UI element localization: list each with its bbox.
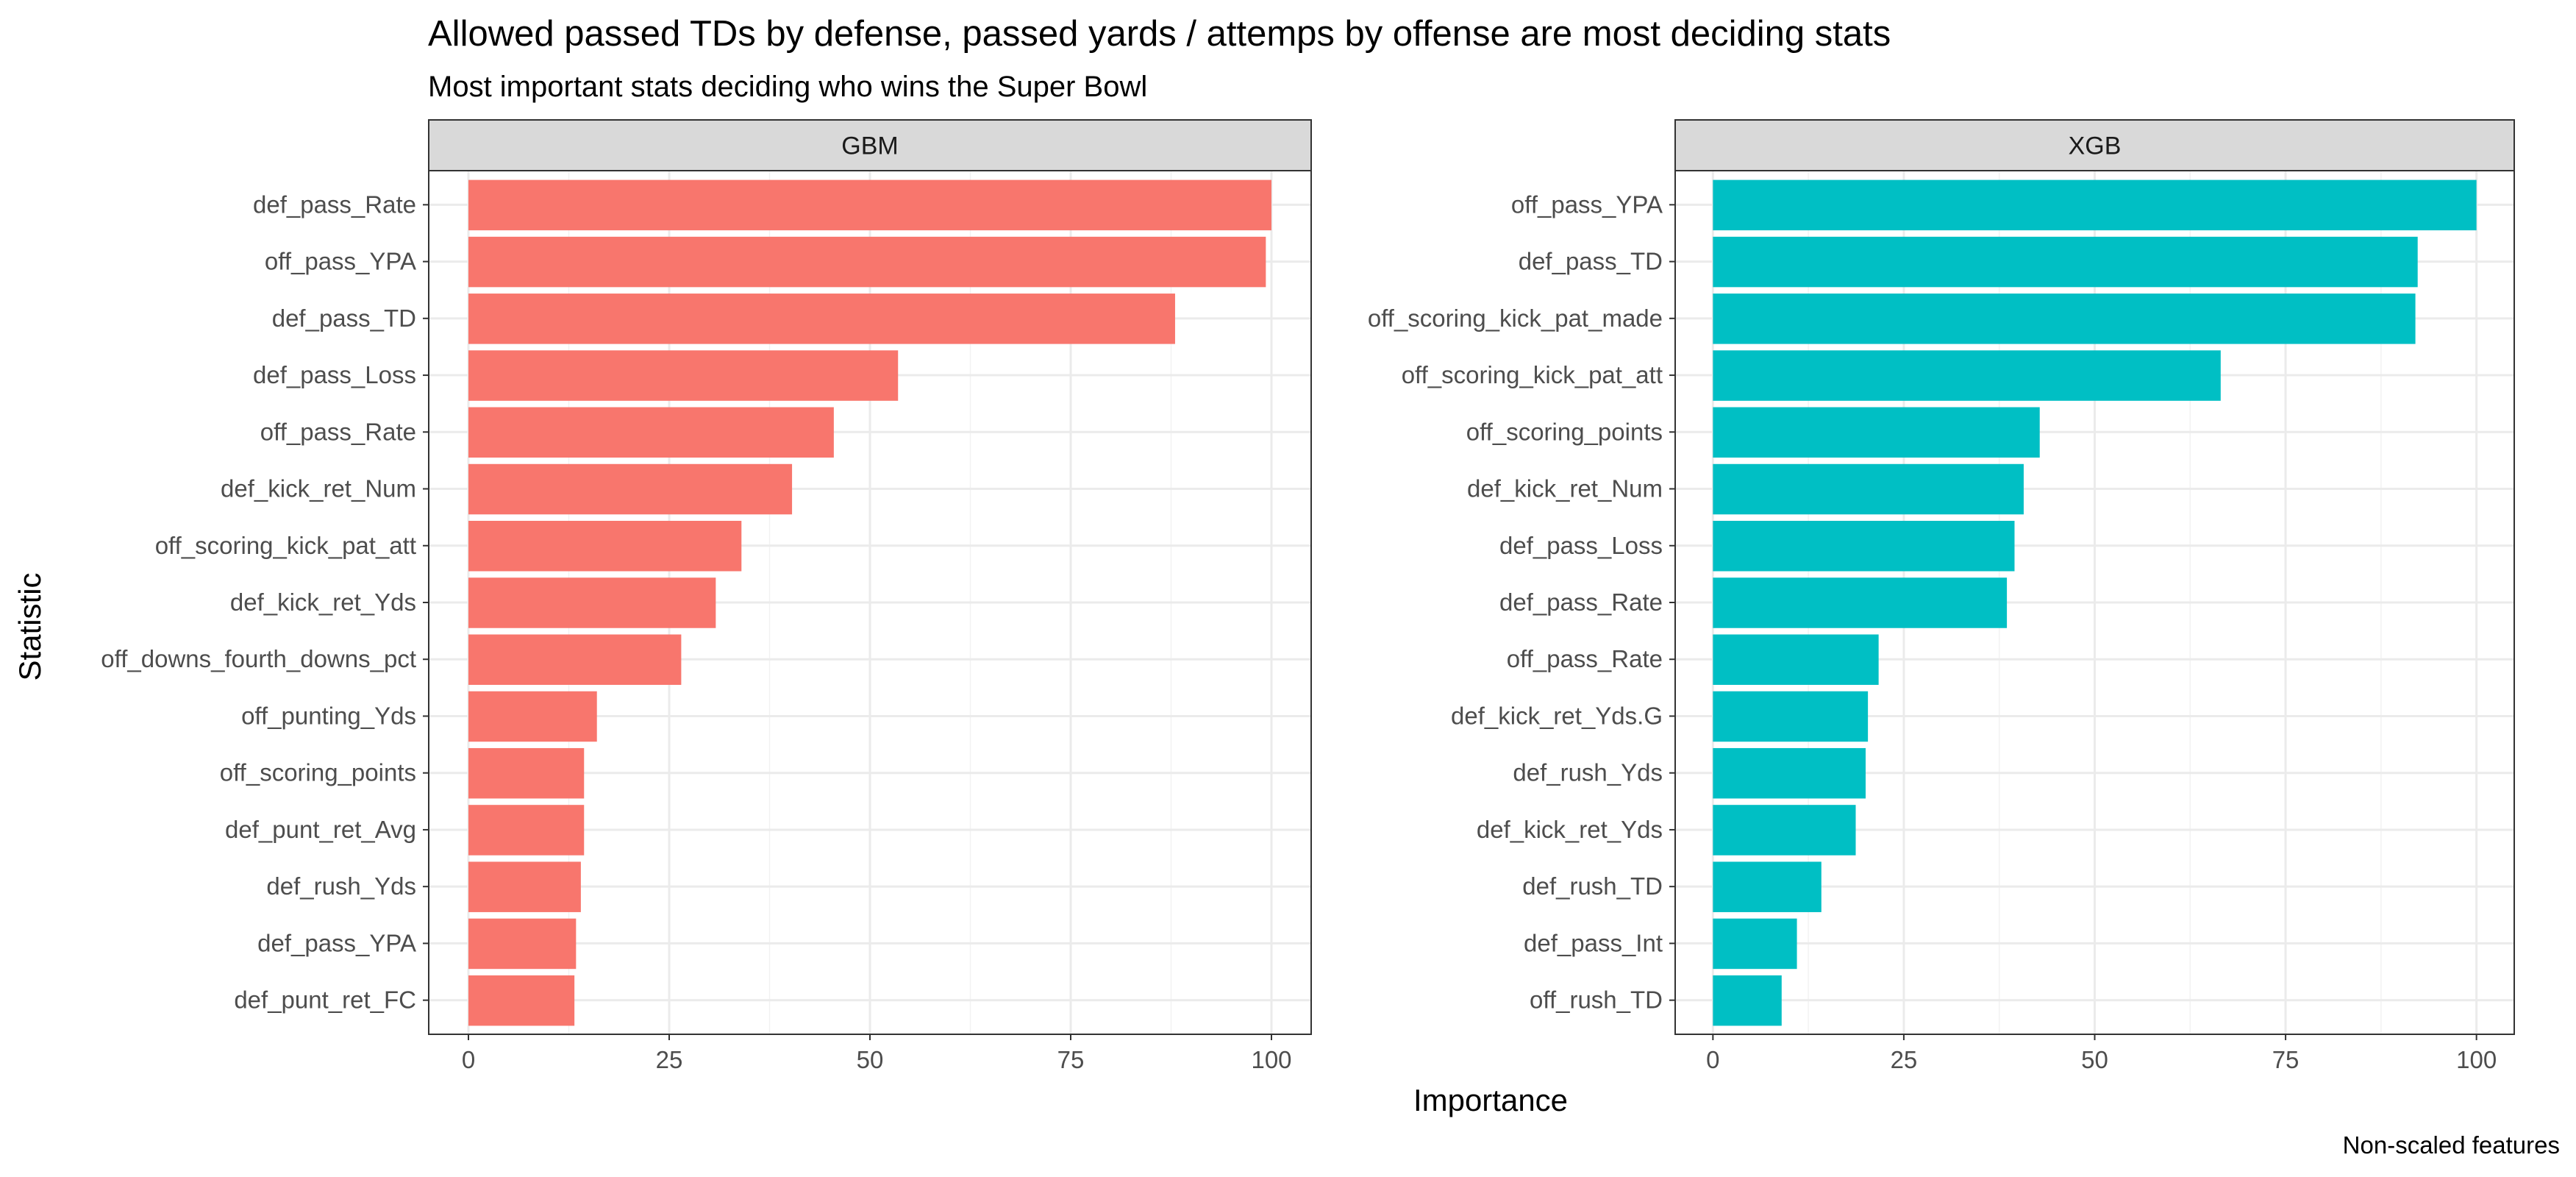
chart-title: Allowed passed TDs by defense, passed ya… bbox=[428, 14, 1891, 54]
y-tick-label: off_pass_Rate bbox=[1507, 645, 1663, 672]
bar-def_kick_ret_Yds.G bbox=[1713, 691, 1869, 742]
bar-off_scoring_points bbox=[468, 747, 585, 799]
y-tick-label: def_kick_ret_Num bbox=[1467, 475, 1663, 502]
y-tick-label: def_pass_Int bbox=[1524, 929, 1663, 956]
y-tick-label: off_scoring_points bbox=[220, 759, 416, 786]
x-tick-label: 50 bbox=[2081, 1046, 2108, 1073]
bar-def_pass_YPA bbox=[468, 918, 577, 970]
strip-label: XGB bbox=[2069, 132, 2122, 160]
bar-off_pass_YPA bbox=[1713, 179, 2477, 231]
x-tick-label: 100 bbox=[1251, 1046, 1291, 1073]
y-tick-label: def_rush_Yds bbox=[266, 872, 416, 900]
y-tick-label: def_punt_ret_Avg bbox=[225, 816, 416, 843]
strip-background bbox=[1674, 119, 2515, 171]
bar-off_downs_fourth_downs_pct bbox=[468, 634, 682, 685]
y-tick-label: def_pass_Rate bbox=[1499, 588, 1663, 616]
y-tick-label: off_rush_TD bbox=[1530, 986, 1663, 1014]
bar-def_kick_ret_Num bbox=[1713, 463, 2024, 515]
x-tick-label: 0 bbox=[462, 1046, 475, 1073]
bar-def_punt_ret_Avg bbox=[468, 805, 585, 856]
bar-def_rush_Yds bbox=[1713, 747, 1866, 799]
bar-off_scoring_points bbox=[1713, 407, 2040, 458]
y-tick-label: def_rush_Yds bbox=[1513, 759, 1663, 786]
bar-def_pass_TD bbox=[1713, 236, 2418, 288]
y-tick-label: off_pass_YPA bbox=[265, 248, 416, 275]
y-tick-label: off_scoring_points bbox=[1466, 418, 1663, 445]
x-tick-label: 75 bbox=[1057, 1046, 1085, 1073]
y-tick-label: off_scoring_kick_pat_att bbox=[155, 532, 416, 559]
bar-def_pass_Loss bbox=[468, 350, 899, 401]
strip-background bbox=[428, 119, 1312, 171]
y-tick-label: off_downs_fourth_downs_pct bbox=[101, 645, 416, 672]
bar-def_pass_TD bbox=[468, 294, 1175, 344]
y-tick-label: def_rush_TD bbox=[1522, 872, 1663, 900]
caption: Non-scaled features bbox=[2343, 1131, 2560, 1159]
y-tick-label: off_scoring_kick_pat_made bbox=[1368, 305, 1663, 332]
bar-def_rush_TD bbox=[1713, 861, 1822, 912]
x-tick-label: 25 bbox=[1891, 1046, 1918, 1073]
bar-def_rush_Yds bbox=[468, 861, 581, 912]
strip-label: GBM bbox=[841, 132, 898, 160]
y-tick-label: def_pass_Rate bbox=[253, 191, 416, 218]
y-tick-label: def_kick_ret_Num bbox=[221, 475, 416, 502]
bar-off_pass_Rate bbox=[468, 407, 834, 458]
panel-gbm: GBM def_pass_Rate off_pass_YPA def_pass_TDd… bbox=[101, 119, 1312, 1073]
y-axis-title: Statistic bbox=[13, 572, 47, 680]
y-tick-label: off_punting_Yds bbox=[241, 702, 416, 729]
x-tick-label: 0 bbox=[1706, 1046, 1719, 1073]
y-tick-label: def_pass_TD bbox=[1519, 248, 1663, 275]
panels: GBMdef_pass_Rateoff_pass_YPAdef_pass_TDd… bbox=[101, 119, 2515, 1073]
bar-off_scoring_kick_pat_att bbox=[468, 521, 742, 572]
bar-off_scoring_kick_pat_att bbox=[1713, 350, 2221, 401]
y-tick-label: def_pass_TD bbox=[272, 305, 416, 332]
y-tick-label: def_punt_ret_FC bbox=[234, 986, 416, 1014]
y-tick-label: def_pass_Loss bbox=[1499, 532, 1663, 559]
bar-off_pass_Rate bbox=[1713, 634, 1879, 685]
bar-off_punting_Yds bbox=[468, 691, 597, 742]
bar-off_scoring_kick_pat_made bbox=[1713, 294, 2416, 344]
panel-xgb: XGB off_pass_YPA def_pass_TD off_scoring_ki… bbox=[1368, 119, 2515, 1073]
bar-off_rush_TD bbox=[1713, 975, 1782, 1026]
y-tick-label: def_pass_YPA bbox=[257, 929, 416, 956]
y-tick-label: off_pass_Rate bbox=[260, 418, 416, 445]
bar-def_pass_Rate bbox=[468, 179, 1271, 231]
x-tick-label: 50 bbox=[857, 1046, 884, 1073]
y-tick-label: off_scoring_kick_pat_att bbox=[1402, 361, 1663, 388]
x-axis-title: Importance bbox=[1413, 1083, 1568, 1117]
x-tick-label: 100 bbox=[2456, 1046, 2497, 1073]
y-tick-label: def_pass_Loss bbox=[253, 361, 416, 388]
bar-def_pass_Int bbox=[1713, 918, 1797, 970]
chart-subtitle: Most important stats deciding who wins t… bbox=[428, 71, 1147, 103]
bar-def_kick_ret_Yds bbox=[468, 577, 716, 628]
bar-def_pass_Loss bbox=[1713, 521, 2015, 572]
bar-def_pass_Rate bbox=[1713, 577, 2008, 628]
bar-off_pass_YPA bbox=[468, 236, 1266, 288]
x-tick-label: 25 bbox=[656, 1046, 683, 1073]
y-tick-label: def_kick_ret_Yds bbox=[1477, 816, 1663, 843]
y-tick-label: off_pass_YPA bbox=[1511, 191, 1663, 218]
bar-def_kick_ret_Num bbox=[468, 463, 793, 515]
y-tick-label: def_kick_ret_Yds.G bbox=[1451, 702, 1663, 729]
bar-def_kick_ret_Yds bbox=[1713, 805, 1856, 856]
x-tick-label: 75 bbox=[2272, 1046, 2300, 1073]
bar-def_punt_ret_FC bbox=[468, 975, 575, 1026]
y-tick-label: def_kick_ret_Yds bbox=[230, 588, 416, 616]
